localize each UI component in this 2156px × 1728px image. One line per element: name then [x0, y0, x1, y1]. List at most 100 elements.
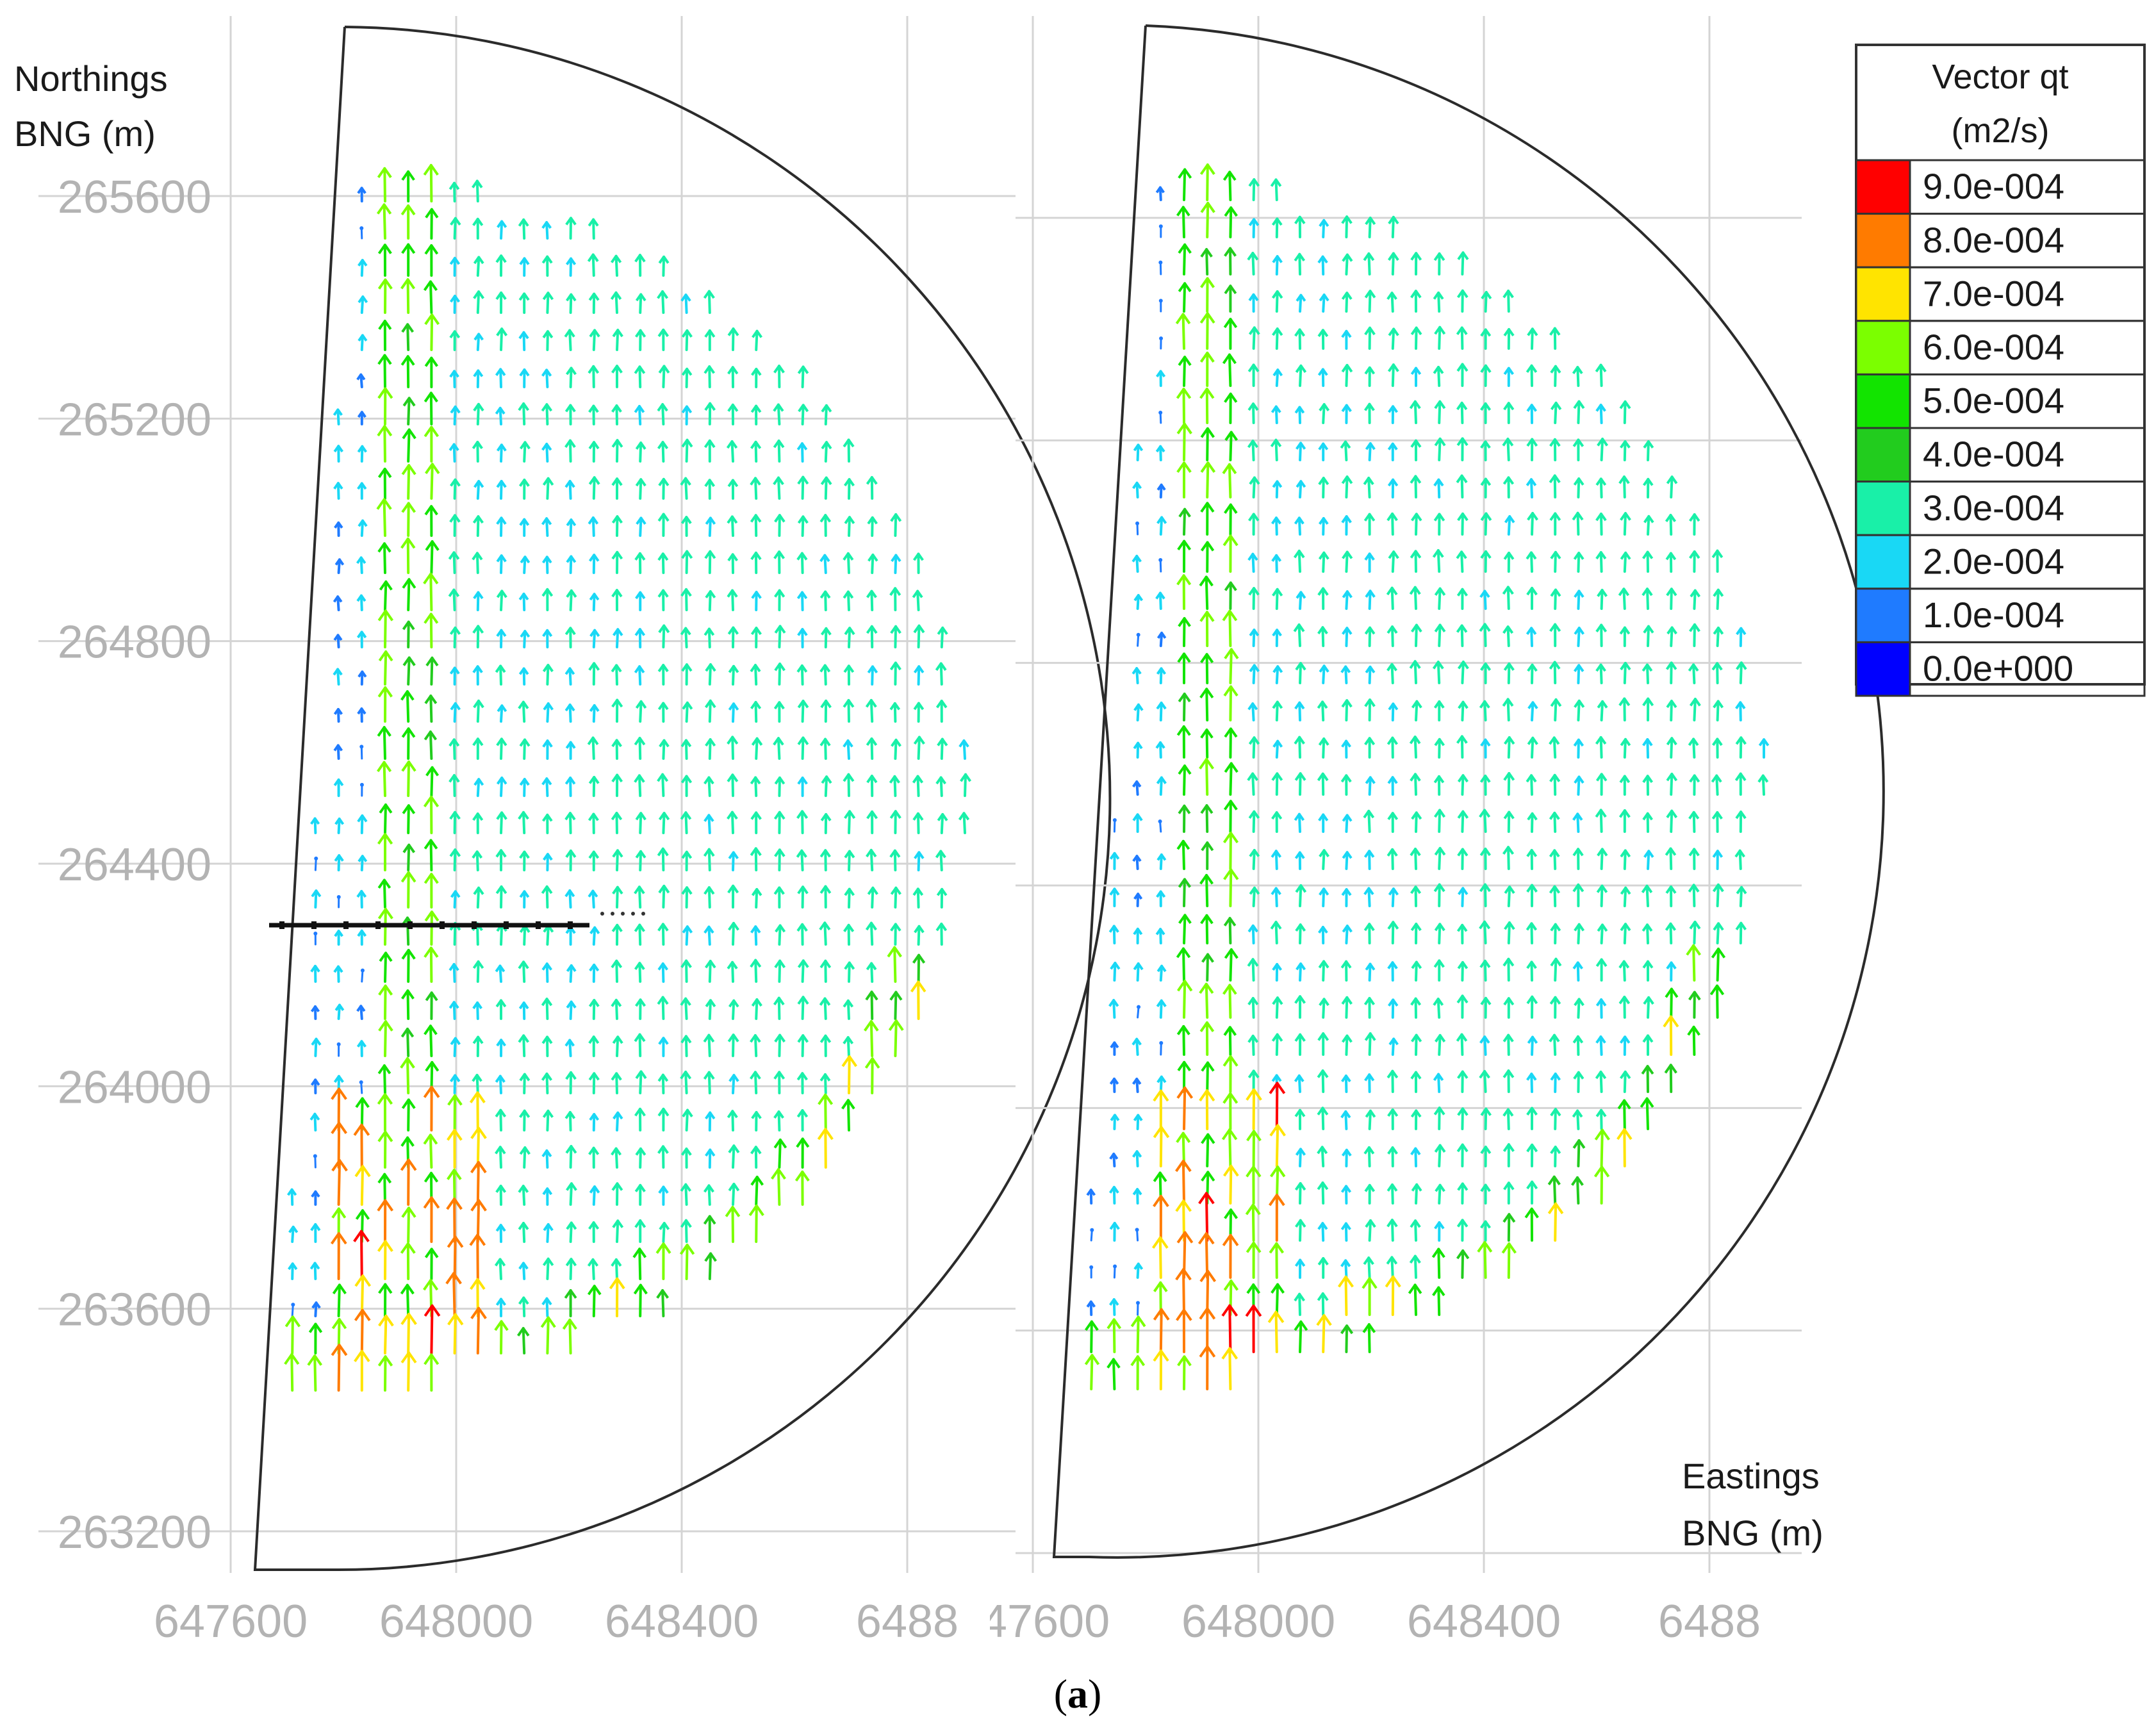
- vector-arrow: [1342, 925, 1353, 944]
- vector-arrow: [1178, 507, 1191, 536]
- vector-arrow: [935, 776, 946, 797]
- vector-arrow: [1618, 588, 1630, 610]
- vector-arrow: [773, 737, 784, 760]
- vector-arrow: [1272, 963, 1283, 982]
- vector-arrow: [447, 1235, 464, 1280]
- vector-arrow: [473, 290, 485, 314]
- vector-arrow: [496, 811, 507, 834]
- vector-arrow: [450, 1074, 461, 1094]
- vector-arrow: [518, 1221, 529, 1243]
- vector-arrow: [913, 624, 925, 648]
- vector-arrow: [1690, 589, 1701, 610]
- section-line-dot: [621, 912, 625, 916]
- vector-arrow: [448, 181, 460, 202]
- vector-arrow: [400, 1312, 417, 1354]
- vector-arrow: [612, 849, 623, 871]
- vector-arrow: [424, 946, 439, 983]
- section-line-dot: [641, 912, 645, 916]
- vector-arrow: [424, 505, 438, 537]
- vector-arrow: [1411, 1033, 1422, 1056]
- vector-arrow: [425, 540, 440, 574]
- vector-arrow: [1317, 1181, 1329, 1205]
- vector-arrow: [541, 777, 552, 797]
- vector-arrow: [635, 812, 646, 834]
- vector-arrow: [1200, 502, 1215, 536]
- vector-arrow: [1433, 775, 1445, 796]
- left-panel-x-tick-labels: 647600 648000 648400 6488: [154, 1596, 959, 1647]
- vector-arrow: [634, 1183, 646, 1206]
- vector-arrow: [1131, 1037, 1142, 1056]
- vector-arrow: [1526, 995, 1538, 1019]
- vector-arrow: [423, 163, 439, 202]
- vector-arrow: [496, 480, 507, 500]
- vector-arrow: [587, 253, 599, 277]
- vector-arrow: [1620, 551, 1631, 573]
- vector-arrow: [613, 628, 623, 648]
- vector-arrow: [1364, 552, 1375, 573]
- section-line-marker: [536, 921, 541, 929]
- vector-arrow: [657, 962, 669, 983]
- vector-arrow: [565, 1144, 577, 1169]
- vector-arrow: [1293, 549, 1305, 573]
- vector-arrow: [495, 849, 507, 871]
- vector-arrow: [797, 885, 809, 909]
- vector-arrow: [448, 963, 459, 983]
- vector-arrow: [680, 997, 691, 1020]
- vector-arrow: [1248, 326, 1260, 350]
- vector-arrow: [1458, 887, 1469, 907]
- vector-arrow: [797, 628, 808, 648]
- vector-arrow: [1086, 1189, 1096, 1205]
- vector-arrow: [449, 666, 460, 686]
- vector-arrow: [450, 217, 461, 240]
- vector-arrow: [495, 1297, 507, 1317]
- vector-arrow: [609, 1277, 625, 1317]
- vector-arrow: [1550, 957, 1562, 982]
- vector-arrow: [1294, 851, 1305, 870]
- y-tick-label: 264800: [58, 617, 211, 668]
- vector-arrow: [589, 963, 600, 983]
- vector-arrow: [1410, 847, 1421, 870]
- vector-arrow: [913, 665, 925, 686]
- vector-arrow: [1199, 388, 1215, 424]
- vector-arrow: [1156, 701, 1167, 721]
- vector-arrow: [1341, 699, 1353, 721]
- x-tick-label: 647600: [956, 1596, 1110, 1647]
- vector-arrow: [865, 698, 877, 723]
- vector-arrow: [1089, 1265, 1094, 1279]
- vector-arrow: [796, 923, 808, 946]
- vector-arrow: [1247, 440, 1258, 461]
- vector-arrow: [1479, 589, 1490, 610]
- vector-arrow: [611, 664, 622, 686]
- vector-arrow: [1084, 1354, 1100, 1390]
- vector-arrow: [379, 803, 393, 834]
- vector-arrow: [774, 514, 786, 537]
- vector-arrow: [727, 884, 739, 909]
- vector-arrow: [1364, 737, 1376, 759]
- vector-arrow: [1572, 511, 1584, 536]
- vector-arrow: [1642, 923, 1653, 944]
- vector-arrow: [1642, 775, 1653, 796]
- vector-arrow: [818, 1093, 834, 1131]
- vector-arrow: [1247, 772, 1259, 796]
- vector-arrow: [1294, 1181, 1306, 1205]
- vector-arrow: [564, 812, 576, 834]
- vector-arrow: [1388, 702, 1399, 721]
- vector-arrow: [865, 921, 877, 946]
- vector-arrow: [425, 766, 440, 797]
- vector-arrow: [659, 1222, 670, 1243]
- vector-arrow: [1502, 1108, 1514, 1130]
- vector-arrow: [1711, 948, 1726, 982]
- vector-arrow: [844, 850, 855, 871]
- vector-arrow: [401, 243, 416, 277]
- vector-arrow: [797, 1034, 809, 1057]
- vector-arrow: [377, 878, 391, 909]
- vector-arrow: [495, 1146, 506, 1169]
- vector-arrow: [588, 1072, 600, 1094]
- vector-arrow: [682, 701, 693, 723]
- vector-arrow: [1503, 662, 1515, 684]
- vector-arrow: [635, 1070, 647, 1094]
- vector-arrow: [1620, 512, 1631, 536]
- vector-arrow: [748, 1204, 764, 1243]
- vector-arrow: [1640, 1097, 1654, 1130]
